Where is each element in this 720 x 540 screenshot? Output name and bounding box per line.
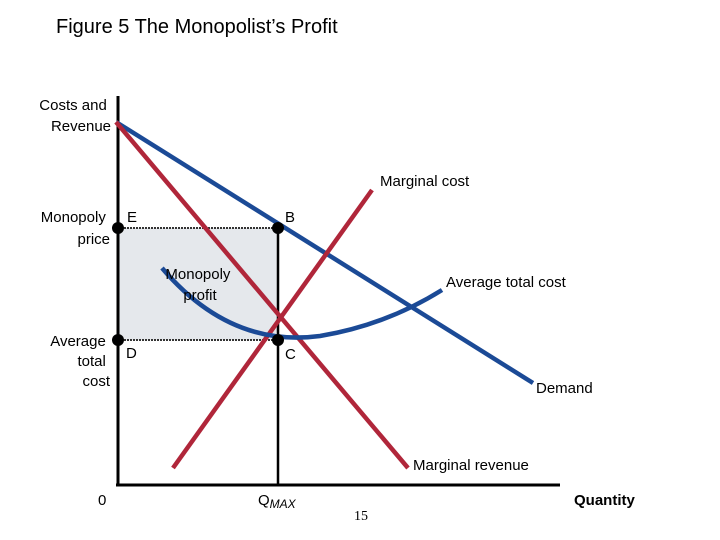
average-total-cost-y-label: Average total cost: [50, 333, 111, 390]
point-c-label: C: [285, 346, 296, 363]
average-total-cost-label: Average total cost: [446, 274, 567, 291]
marginal-revenue-label: Marginal revenue: [413, 457, 529, 474]
monopoly-price-label: Monopoly price: [41, 209, 110, 248]
point-d-dot: [112, 334, 124, 346]
marginal-cost-curve: [171, 188, 374, 470]
page-number: 15: [354, 509, 368, 524]
marginal-cost-label: Marginal cost: [380, 173, 470, 190]
average-total-cost-curve: [160, 266, 444, 340]
point-e-dot: [112, 222, 124, 234]
monopoly-profit-label: Monopoly profit: [165, 266, 234, 304]
point-e-label: E: [127, 209, 137, 226]
demand-label: Demand: [536, 380, 593, 397]
point-d-label: D: [126, 345, 137, 362]
point-c-dot: [272, 334, 284, 346]
x-axis-label: Quantity: [574, 492, 635, 509]
point-b-dot: [272, 222, 284, 234]
y-axis-label: Costs and Revenue: [39, 97, 111, 135]
figure-title: Figure 5 The Monopolist’s Profit: [56, 16, 338, 38]
marginal-revenue-curve: [114, 120, 410, 470]
origin-label: 0: [98, 492, 106, 509]
qmax-label: QMAX: [258, 492, 297, 511]
point-b-label: B: [285, 209, 295, 226]
